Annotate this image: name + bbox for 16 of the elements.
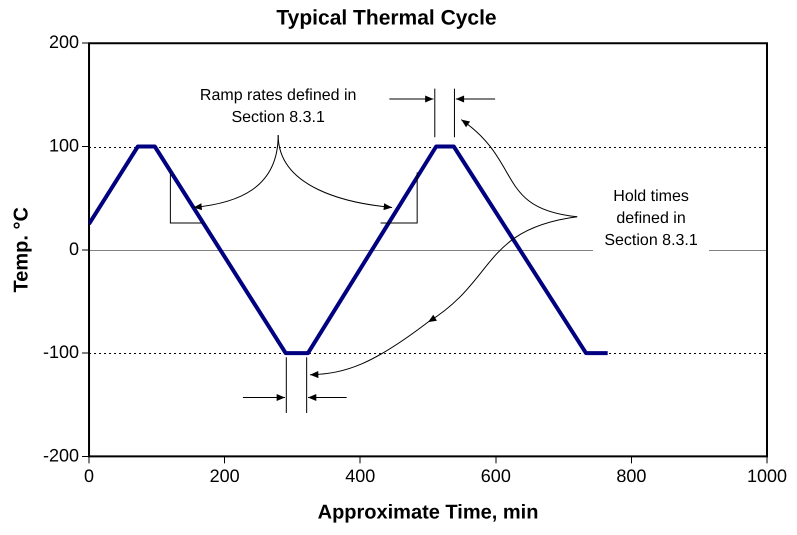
y-tick-label: 0 [69, 238, 80, 259]
y-axis-title: Temp. °C [10, 207, 33, 293]
x-axis-title: Approximate Time, min [318, 502, 538, 524]
x-tick-label: 1000 [746, 466, 788, 486]
annotation: Hold times defined in Section 8.3.1 [593, 186, 710, 252]
y-tick-label: 200 [48, 32, 80, 52]
x-tick-label: 800 [616, 466, 646, 486]
x-tick-label: 200 [210, 466, 240, 486]
y-tick-label: 100 [48, 135, 80, 156]
annotation: Ramp rates defined in Section 8.3.1 [178, 84, 378, 129]
y-tick-label: -100 [42, 342, 80, 362]
x-tick-label: 400 [345, 466, 376, 486]
chart-title: Typical Thermal Cycle [276, 6, 497, 30]
x-tick-label: 0 [84, 466, 94, 486]
x-tick-label: 600 [480, 466, 511, 486]
y-tick-label: -200 [42, 445, 80, 466]
